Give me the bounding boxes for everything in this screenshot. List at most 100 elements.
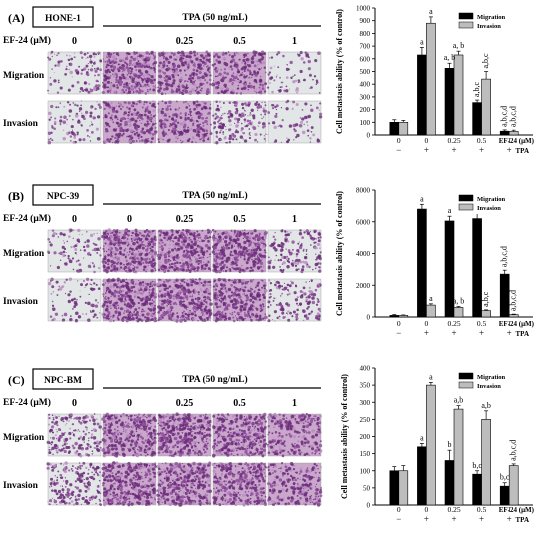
stained-cell [75, 252, 77, 254]
stained-cell [139, 89, 141, 91]
stained-cell [223, 102, 225, 104]
stained-cell [296, 92, 298, 94]
stained-cell [171, 131, 173, 133]
stained-cell [227, 233, 230, 236]
stained-cell [64, 443, 67, 446]
stained-cell [230, 91, 233, 94]
micrograph [157, 100, 212, 143]
stained-cell [111, 296, 112, 297]
stained-cell [202, 284, 205, 287]
stained-cell [246, 239, 248, 241]
stained-cell [113, 304, 115, 306]
stained-cell [264, 251, 266, 253]
stained-cell [295, 318, 297, 320]
stained-cell [197, 111, 200, 114]
stained-cell [118, 253, 119, 254]
stained-cell [162, 307, 165, 310]
stained-cell [110, 260, 113, 263]
stained-cell [203, 139, 204, 140]
stained-cell [143, 66, 146, 69]
stained-cell [303, 231, 305, 233]
stained-cell [94, 75, 96, 77]
stained-cell [109, 106, 112, 109]
stained-cell [310, 73, 311, 74]
stained-cell [236, 81, 237, 82]
stained-cell [256, 313, 258, 315]
stained-cell [164, 270, 166, 272]
stained-cell [182, 290, 185, 293]
stained-cell [169, 132, 171, 134]
stained-cell [192, 136, 194, 138]
stained-cell [63, 240, 64, 241]
stained-cell [62, 315, 64, 317]
stained-cell [182, 255, 184, 257]
stained-cell [261, 291, 262, 292]
panel-letter: (A) [8, 11, 25, 25]
stained-cell [215, 292, 217, 294]
stained-cell [219, 294, 222, 297]
stained-cell [265, 104, 267, 106]
stained-cell [257, 71, 259, 73]
stained-cell [226, 266, 228, 268]
stained-cell [134, 133, 137, 136]
stained-cell [185, 253, 188, 256]
stained-cell [118, 281, 120, 283]
stained-cell [99, 312, 100, 313]
stained-cell [180, 283, 182, 285]
stained-cell [52, 432, 53, 433]
stained-cell [179, 262, 181, 264]
stained-cell [63, 234, 64, 235]
stained-cell [281, 249, 283, 251]
stained-cell [223, 85, 225, 87]
stained-cell [48, 132, 51, 135]
stained-cell [67, 255, 69, 257]
stained-cell [235, 74, 237, 76]
stained-cell [52, 56, 53, 57]
stained-cell [285, 234, 288, 237]
stained-cell [233, 72, 234, 73]
stained-cell [103, 250, 105, 252]
stained-cell [69, 231, 71, 233]
stained-cell [194, 288, 196, 290]
stained-cell [295, 136, 297, 138]
stained-cell [193, 243, 196, 246]
stained-cell [261, 67, 262, 68]
stained-cell [234, 252, 237, 255]
stained-cell [120, 240, 122, 242]
stained-cell [57, 63, 61, 67]
stained-cell [257, 141, 258, 142]
stained-cell [295, 284, 297, 286]
stained-cell [135, 247, 138, 250]
stained-cell [64, 106, 65, 107]
stained-cell [298, 79, 300, 81]
stained-cell [59, 119, 62, 122]
stained-cell [203, 291, 205, 293]
stained-cell [234, 123, 235, 124]
stained-cell [60, 123, 61, 124]
stained-cell [93, 264, 94, 265]
stained-cell [134, 258, 137, 261]
stained-cell [83, 258, 84, 259]
stained-cell [222, 53, 225, 56]
stained-cell [149, 68, 151, 70]
stained-cell [242, 269, 245, 272]
stained-cell [172, 256, 175, 259]
stained-cell [180, 55, 181, 56]
stained-cell [154, 120, 155, 121]
stained-cell [168, 304, 169, 305]
stained-cell [88, 432, 90, 434]
stained-cell [193, 305, 194, 306]
stained-cell [69, 290, 71, 292]
stained-cell [141, 313, 144, 316]
stained-cell [274, 66, 275, 67]
stained-cell [262, 238, 264, 240]
stained-cell [238, 80, 240, 82]
stained-cell [98, 443, 100, 445]
stained-cell [57, 431, 58, 432]
stained-cell [59, 102, 61, 104]
stained-cell [189, 296, 191, 298]
stained-cell [202, 312, 204, 314]
stained-cell [262, 265, 264, 267]
stained-cell [146, 78, 147, 79]
stained-cell [252, 296, 255, 299]
